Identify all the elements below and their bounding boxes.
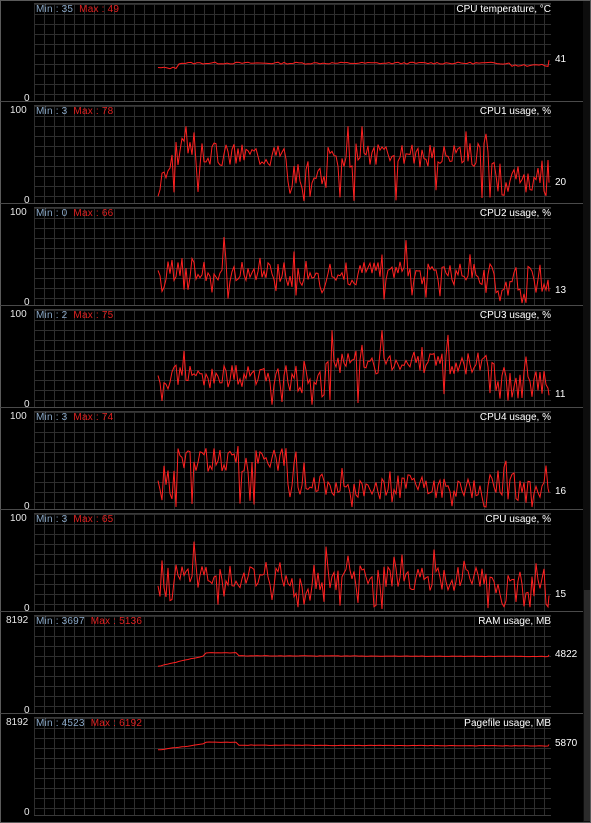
graph-title: RAM usage, MB — [478, 616, 551, 627]
minmax-label: Min : 3697 Max : 5136 — [36, 616, 142, 627]
graph-title: CPU usage, % — [485, 514, 551, 525]
graph-title: CPU2 usage, % — [479, 208, 551, 219]
graph-plot — [157, 541, 550, 610]
graph-title: CPU1 usage, % — [479, 106, 551, 117]
min-value: Min : 3 — [36, 106, 68, 117]
y-axis-min-label: 0 — [24, 603, 30, 614]
graph-trace — [157, 652, 550, 667]
panel-separator — [0, 203, 583, 204]
minmax-label: Min : 0 Max : 66 — [36, 208, 113, 219]
graph-title: CPU3 usage, % — [479, 310, 551, 321]
graph-plot — [157, 652, 550, 667]
min-value: Min : 3697 — [36, 616, 85, 627]
graph-grid — [34, 717, 551, 816]
y-axis-min-label: 0 — [24, 195, 30, 206]
panel-separator — [0, 713, 583, 714]
y-axis-min-label: 0 — [24, 399, 30, 410]
graph-panel: Min : 3 Max : 65 CPU usage, % 100 0 15 — [0, 510, 583, 614]
min-value: Min : 4523 — [36, 718, 85, 729]
max-value: Max : 49 — [79, 4, 120, 15]
y-axis-min-label: 0 — [24, 297, 30, 308]
y-axis-min-label: 0 — [24, 807, 30, 818]
panel-separator — [0, 509, 583, 510]
graph-trace — [157, 541, 550, 610]
graph-title: CPU4 usage, % — [479, 412, 551, 423]
graph-trace — [157, 60, 550, 70]
current-value-label: 16 — [555, 486, 567, 498]
graph-trace — [157, 126, 550, 202]
minmax-label: Min : 35 Max : 49 — [36, 4, 119, 15]
graph-trace — [157, 446, 550, 508]
y-axis-min-label: 0 — [24, 705, 30, 716]
graph-plot — [157, 236, 550, 304]
current-value-label: 4822 — [555, 648, 578, 660]
graph-title: CPU temperature, °C — [456, 4, 551, 15]
minmax-label: Min : 3 Max : 78 — [36, 106, 113, 117]
current-value-label: 41 — [555, 54, 567, 66]
max-value: Max : 78 — [73, 106, 114, 117]
graph-plot — [157, 60, 550, 70]
graph-panel: Min : 4523 Max : 6192 Pagefile usage, MB 81… — [0, 714, 583, 818]
min-value: Min : 2 — [36, 310, 68, 321]
y-axis-max-label: 100 — [10, 411, 27, 422]
graph-trace — [157, 330, 550, 405]
minmax-label: Min : 3 Max : 65 — [36, 514, 113, 525]
graph-grid — [34, 615, 551, 714]
y-axis-min-label: 0 — [24, 501, 30, 512]
graph-panel: Min : 2 Max : 75 CPU3 usage, % 100 0 11 — [0, 306, 583, 410]
max-value: Max : 75 — [73, 310, 114, 321]
scrollbar-track[interactable] — [583, 1, 590, 822]
y-axis-max-label: 8192 — [6, 717, 29, 728]
graph-plot — [157, 446, 550, 508]
panel-separator — [0, 611, 583, 612]
current-value-label: 15 — [555, 589, 567, 601]
y-axis-max-label: 100 — [10, 513, 27, 524]
max-value: Max : 74 — [73, 412, 114, 423]
current-value-label: 20 — [555, 176, 567, 188]
max-value: Max : 65 — [73, 514, 114, 525]
min-value: Min : 0 — [36, 208, 68, 219]
graph-plot — [158, 741, 550, 751]
panel-separator — [0, 101, 583, 102]
current-value-label: 13 — [555, 285, 567, 297]
graph-panel: Min : 3 Max : 78 CPU1 usage, % 100 0 20 — [0, 102, 583, 206]
graph-title: Pagefile usage, MB — [464, 718, 551, 729]
panel-separator — [0, 305, 583, 306]
max-value: Max : 5136 — [90, 616, 143, 627]
graph-plot — [157, 330, 550, 405]
max-value: Max : 66 — [73, 208, 114, 219]
graph-panel: Min : 35 Max : 49 CPU temperature, °C 0 41 — [0, 0, 583, 104]
graph-panel: Min : 0 Max : 66 CPU2 usage, % 100 0 13 — [0, 204, 583, 308]
y-axis-max-label: 8192 — [6, 615, 29, 626]
graph-grid — [34, 309, 551, 408]
graph-trace — [157, 236, 550, 304]
panel-separator — [0, 407, 583, 408]
min-value: Min : 3 — [36, 514, 68, 525]
y-axis-max-label: 100 — [10, 207, 27, 218]
minmax-label: Min : 3 Max : 74 — [36, 412, 113, 423]
y-axis-max-label: 100 — [10, 105, 27, 116]
minmax-label: Min : 2 Max : 75 — [36, 310, 113, 321]
y-axis-min-label: 0 — [24, 93, 30, 104]
graph-plot — [157, 126, 550, 202]
graph-panel: Min : 3 Max : 74 CPU4 usage, % 100 0 16 — [0, 408, 583, 512]
current-value-label: 11 — [555, 389, 566, 401]
scrollbar-thumb[interactable] — [584, 590, 590, 821]
minmax-label: Min : 4523 Max : 6192 — [36, 718, 142, 729]
min-value: Min : 3 — [36, 412, 68, 423]
graph-panel: Min : 3697 Max : 5136 RAM usage, MB 8192 0 48… — [0, 612, 583, 716]
y-axis-max-label: 100 — [10, 309, 27, 320]
graph-trace — [158, 741, 550, 751]
max-value: Max : 6192 — [90, 718, 143, 729]
graph-grid — [34, 207, 551, 306]
min-value: Min : 35 — [36, 4, 74, 15]
current-value-label: 5870 — [555, 738, 578, 750]
